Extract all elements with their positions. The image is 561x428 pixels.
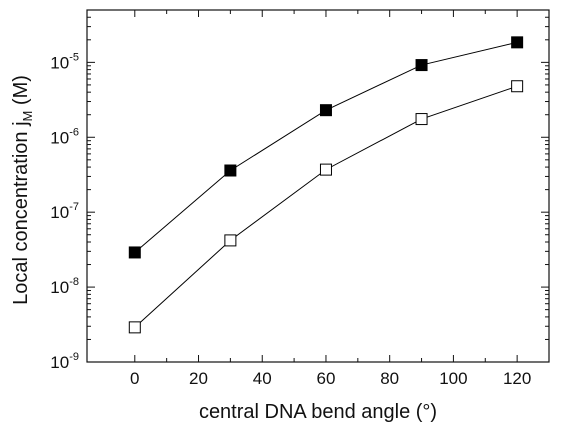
x-tick-label: 0 (130, 369, 139, 388)
y-tick-label: 10-5 (50, 51, 79, 72)
y-tick-label: 10-9 (50, 351, 79, 372)
y-axis-label: Local concentration jM (M) (10, 75, 35, 305)
y-tick-label: 10-8 (50, 276, 79, 297)
y-tick-label-exponent: -6 (69, 126, 79, 138)
y-tick-label-exponent: -9 (69, 351, 79, 363)
y-tick-label-base: 10 (50, 203, 69, 222)
filled-square-marker (415, 59, 428, 72)
open-square-marker (224, 234, 237, 247)
x-tick-label: 20 (189, 369, 208, 388)
series-lines (134, 41, 518, 328)
open-square-marker (415, 113, 428, 126)
series-markers (128, 36, 524, 334)
open-square-marker (511, 80, 524, 93)
y-tick-label: 10-6 (50, 126, 79, 147)
filled-square-marker (319, 104, 332, 117)
y-tick-label-exponent: -5 (69, 51, 79, 63)
open-square-marker (128, 321, 141, 334)
y-tick-label-exponent: -8 (69, 276, 79, 288)
y-tick-label-base: 10 (50, 128, 69, 147)
y-tick-label-base: 10 (50, 278, 69, 297)
y-tick-label-base: 10 (50, 353, 69, 372)
plot-frame (86, 9, 550, 363)
filled-square-marker (128, 246, 141, 259)
x-tick-label: 120 (503, 369, 531, 388)
plot-area-border (86, 9, 550, 363)
y-tick-label-base: 10 (50, 53, 69, 72)
filled-square-marker (511, 36, 524, 49)
filled-square-marker (224, 164, 237, 177)
series-1-line (134, 41, 518, 253)
x-tick-label: 60 (317, 369, 336, 388)
x-tick-label: 100 (439, 369, 467, 388)
x-tick-label: 40 (253, 369, 272, 388)
open-square-marker (319, 163, 332, 176)
y-axis-label-subscript: M (20, 111, 35, 122)
series-2-line (134, 85, 518, 328)
axis-ticks (87, 9, 549, 363)
x-axis-label: central DNA bend angle (°) (199, 401, 437, 423)
x-tick-label: 80 (380, 369, 399, 388)
y-tick-label-exponent: -7 (69, 201, 79, 213)
y-axis-label-main: Local concentration j (10, 121, 32, 304)
y-tick-label: 10-7 (50, 201, 79, 222)
y-axis-label-unit: (M) (10, 75, 32, 111)
